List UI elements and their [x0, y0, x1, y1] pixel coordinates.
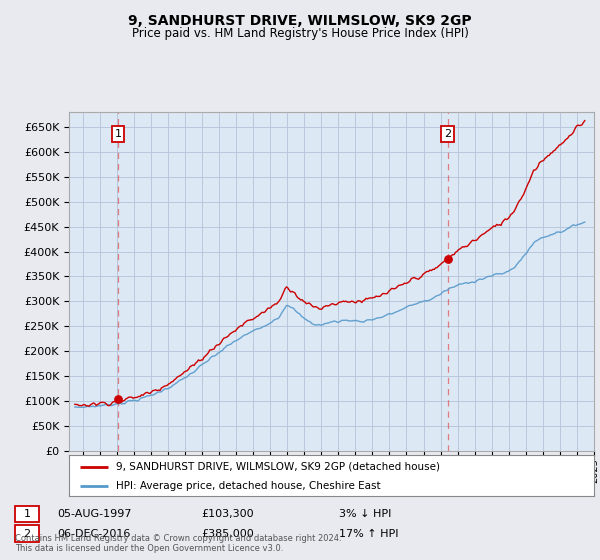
Text: 1: 1	[23, 509, 31, 519]
Text: 3% ↓ HPI: 3% ↓ HPI	[339, 509, 391, 519]
Text: 1: 1	[115, 129, 122, 139]
Text: £103,300: £103,300	[201, 509, 254, 519]
Text: 9, SANDHURST DRIVE, WILMSLOW, SK9 2GP (detached house): 9, SANDHURST DRIVE, WILMSLOW, SK9 2GP (d…	[116, 461, 440, 472]
Text: 05-AUG-1997: 05-AUG-1997	[57, 509, 131, 519]
Text: 06-DEC-2016: 06-DEC-2016	[57, 529, 130, 539]
Text: £385,000: £385,000	[201, 529, 254, 539]
Text: 2: 2	[444, 129, 451, 139]
Text: Contains HM Land Registry data © Crown copyright and database right 2024.
This d: Contains HM Land Registry data © Crown c…	[15, 534, 341, 553]
Point	[113, 395, 123, 404]
Text: 17% ↑ HPI: 17% ↑ HPI	[339, 529, 398, 539]
Text: 9, SANDHURST DRIVE, WILMSLOW, SK9 2GP: 9, SANDHURST DRIVE, WILMSLOW, SK9 2GP	[128, 14, 472, 28]
Text: Price paid vs. HM Land Registry's House Price Index (HPI): Price paid vs. HM Land Registry's House …	[131, 27, 469, 40]
Text: HPI: Average price, detached house, Cheshire East: HPI: Average price, detached house, Ches…	[116, 480, 381, 491]
Point	[443, 254, 452, 263]
Text: 2: 2	[23, 529, 31, 539]
